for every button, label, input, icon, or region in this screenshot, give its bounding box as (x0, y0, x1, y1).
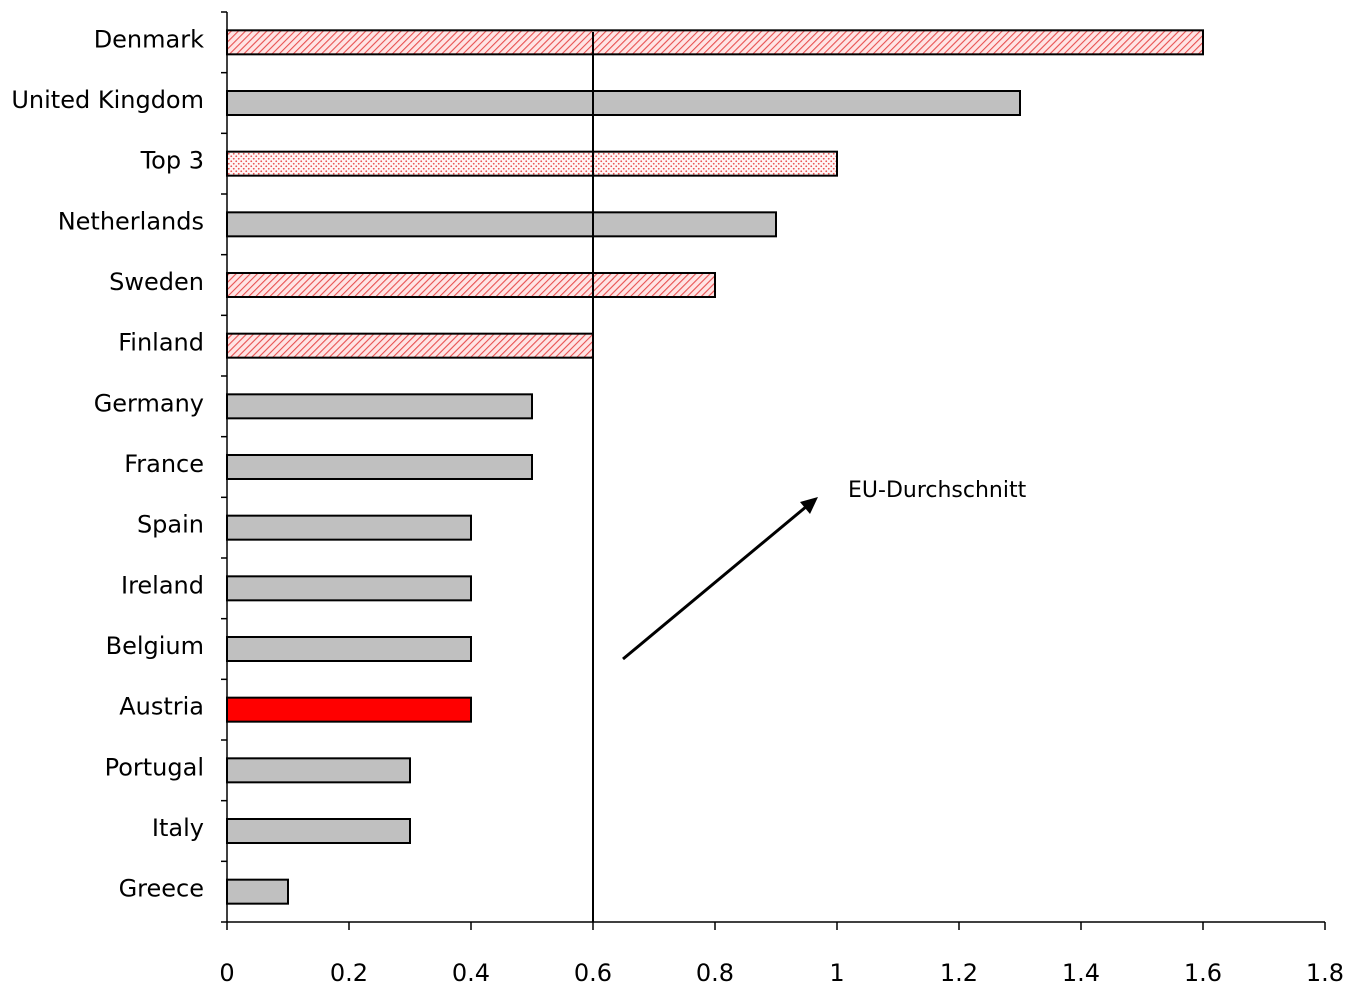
category-label: Belgium (106, 632, 204, 660)
category-label: Sweden (109, 268, 204, 296)
x-tick-labels: 0 0.2 0.4 0.6 0.8 1 1.2 1.4 1.6 1.8 (219, 922, 1344, 986)
bar-denmark (226, 29, 1204, 56)
bar-germany (226, 393, 533, 420)
annotation-label: EU-Durchschnitt (848, 478, 1027, 503)
bar-austria (226, 696, 472, 723)
x-tick-label: 1.6 (1184, 959, 1222, 986)
bars (226, 29, 1204, 905)
category-label: Greece (119, 875, 204, 903)
x-tick-label: 0.6 (574, 959, 612, 986)
bar-belgium (226, 636, 472, 662)
axes (221, 11, 1325, 923)
x-tick-label: 0.2 (330, 959, 368, 986)
x-tick-label: 0.4 (452, 959, 490, 986)
category-label: United Kingdom (11, 86, 204, 114)
bar-top-3 (226, 150, 838, 177)
x-tick-label: 0 (219, 959, 234, 986)
category-label: Austria (119, 693, 204, 721)
bar-ireland (226, 575, 472, 602)
bar-netherlands (226, 211, 777, 238)
bar-portugal (226, 757, 411, 784)
x-tick-label: 0.8 (696, 959, 734, 986)
x-tick-label: 1.4 (1062, 959, 1100, 986)
category-label: Top 3 (140, 147, 204, 175)
category-label: Italy (152, 814, 204, 842)
bar-united-kingdom (226, 90, 1021, 116)
bar-sweden (226, 272, 716, 298)
annotation-arrowhead (800, 497, 818, 514)
category-label: France (124, 450, 204, 478)
x-tick-label: 1.2 (940, 959, 978, 986)
x-tick-label: 1.8 (1306, 959, 1344, 986)
category-label: Spain (137, 511, 204, 539)
bar-finland (226, 332, 594, 359)
bar-france (226, 454, 533, 480)
category-label: Ireland (121, 571, 204, 599)
annotation-arrow (622, 504, 808, 661)
bar-spain (226, 514, 472, 541)
category-label: Portugal (105, 753, 204, 781)
bar-italy (226, 818, 411, 844)
category-labels: Denmark United Kingdom Top 3 Netherlands Swe… (11, 25, 204, 902)
category-label: Netherlands (58, 207, 204, 235)
category-label: Denmark (94, 25, 204, 53)
annotation-group: EU-Durchschnitt (622, 478, 1027, 661)
bar-greece (226, 878, 289, 905)
category-label: Germany (94, 389, 204, 417)
x-tick-label: 1 (829, 959, 844, 986)
category-label: Finland (118, 329, 204, 357)
